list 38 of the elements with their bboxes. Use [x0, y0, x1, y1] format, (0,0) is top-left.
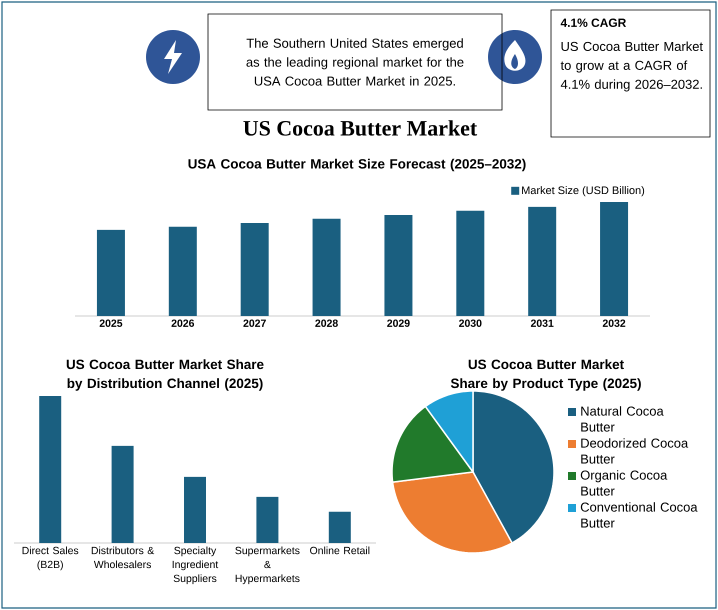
bar [384, 214, 412, 316]
legend-label: Organic Cocoa Butter [580, 470, 668, 496]
x-tick-label: 2029 [387, 320, 410, 327]
x-tick-label: 2025 [100, 320, 122, 327]
text: 4.1% CAGR [560, 18, 626, 27]
bar [312, 218, 341, 316]
x-tick-label: Specialty Ingredient Suppliers [172, 546, 218, 584]
bar [600, 202, 628, 316]
legend-label: Natural Cocoa Butter [581, 406, 664, 432]
bar [528, 206, 556, 316]
bar [240, 222, 269, 316]
bar [256, 496, 278, 543]
x-tick-label: 2032 [602, 320, 626, 327]
x-tick-label: 2028 [315, 320, 338, 327]
x-tick-label: Direct Sales (B2B) [22, 546, 78, 570]
text: US Cocoa Butter Market to grow at a CAGR of 4.1% during 2026–2032. [560, 42, 703, 92]
x-tick-label: 2031 [530, 320, 554, 327]
chart-title: US Cocoa Butter Market Share by Distribution Channel (2025) [66, 359, 264, 391]
x-tick-label: 2026 [172, 320, 194, 327]
x-tick-label: Distributors & Wholesalers [92, 546, 154, 568]
x-tick-label: 2027 [243, 320, 266, 327]
bar [168, 226, 197, 316]
bar [39, 396, 62, 543]
bar [184, 476, 206, 543]
legend-label: Deodorized Cocoa Butter [581, 438, 688, 464]
chart-title: USA Cocoa Butter Market Size Forecast (2025–2032) [188, 158, 526, 172]
bar [112, 446, 134, 543]
bar [96, 230, 125, 316]
text: The Southern United States emerged as the leading regional market for the USA Cocoa Butter Market in 2025. [246, 38, 464, 86]
x-tick-label: 2030 [459, 320, 482, 327]
x-tick-label: Online Retail [310, 546, 370, 554]
legend-label: Market Size (USD Billion) [522, 186, 644, 196]
bar [328, 512, 351, 543]
chart-title: US Cocoa Butter Market Share by Product Type (2025) [450, 359, 641, 391]
bar [456, 210, 484, 316]
x-tick-label: Supermarkets & Hypermarkets [235, 546, 300, 584]
text: US Cocoa Butter Market [243, 120, 478, 136]
legend-label: Conventional Cocoa Butter [580, 502, 698, 528]
